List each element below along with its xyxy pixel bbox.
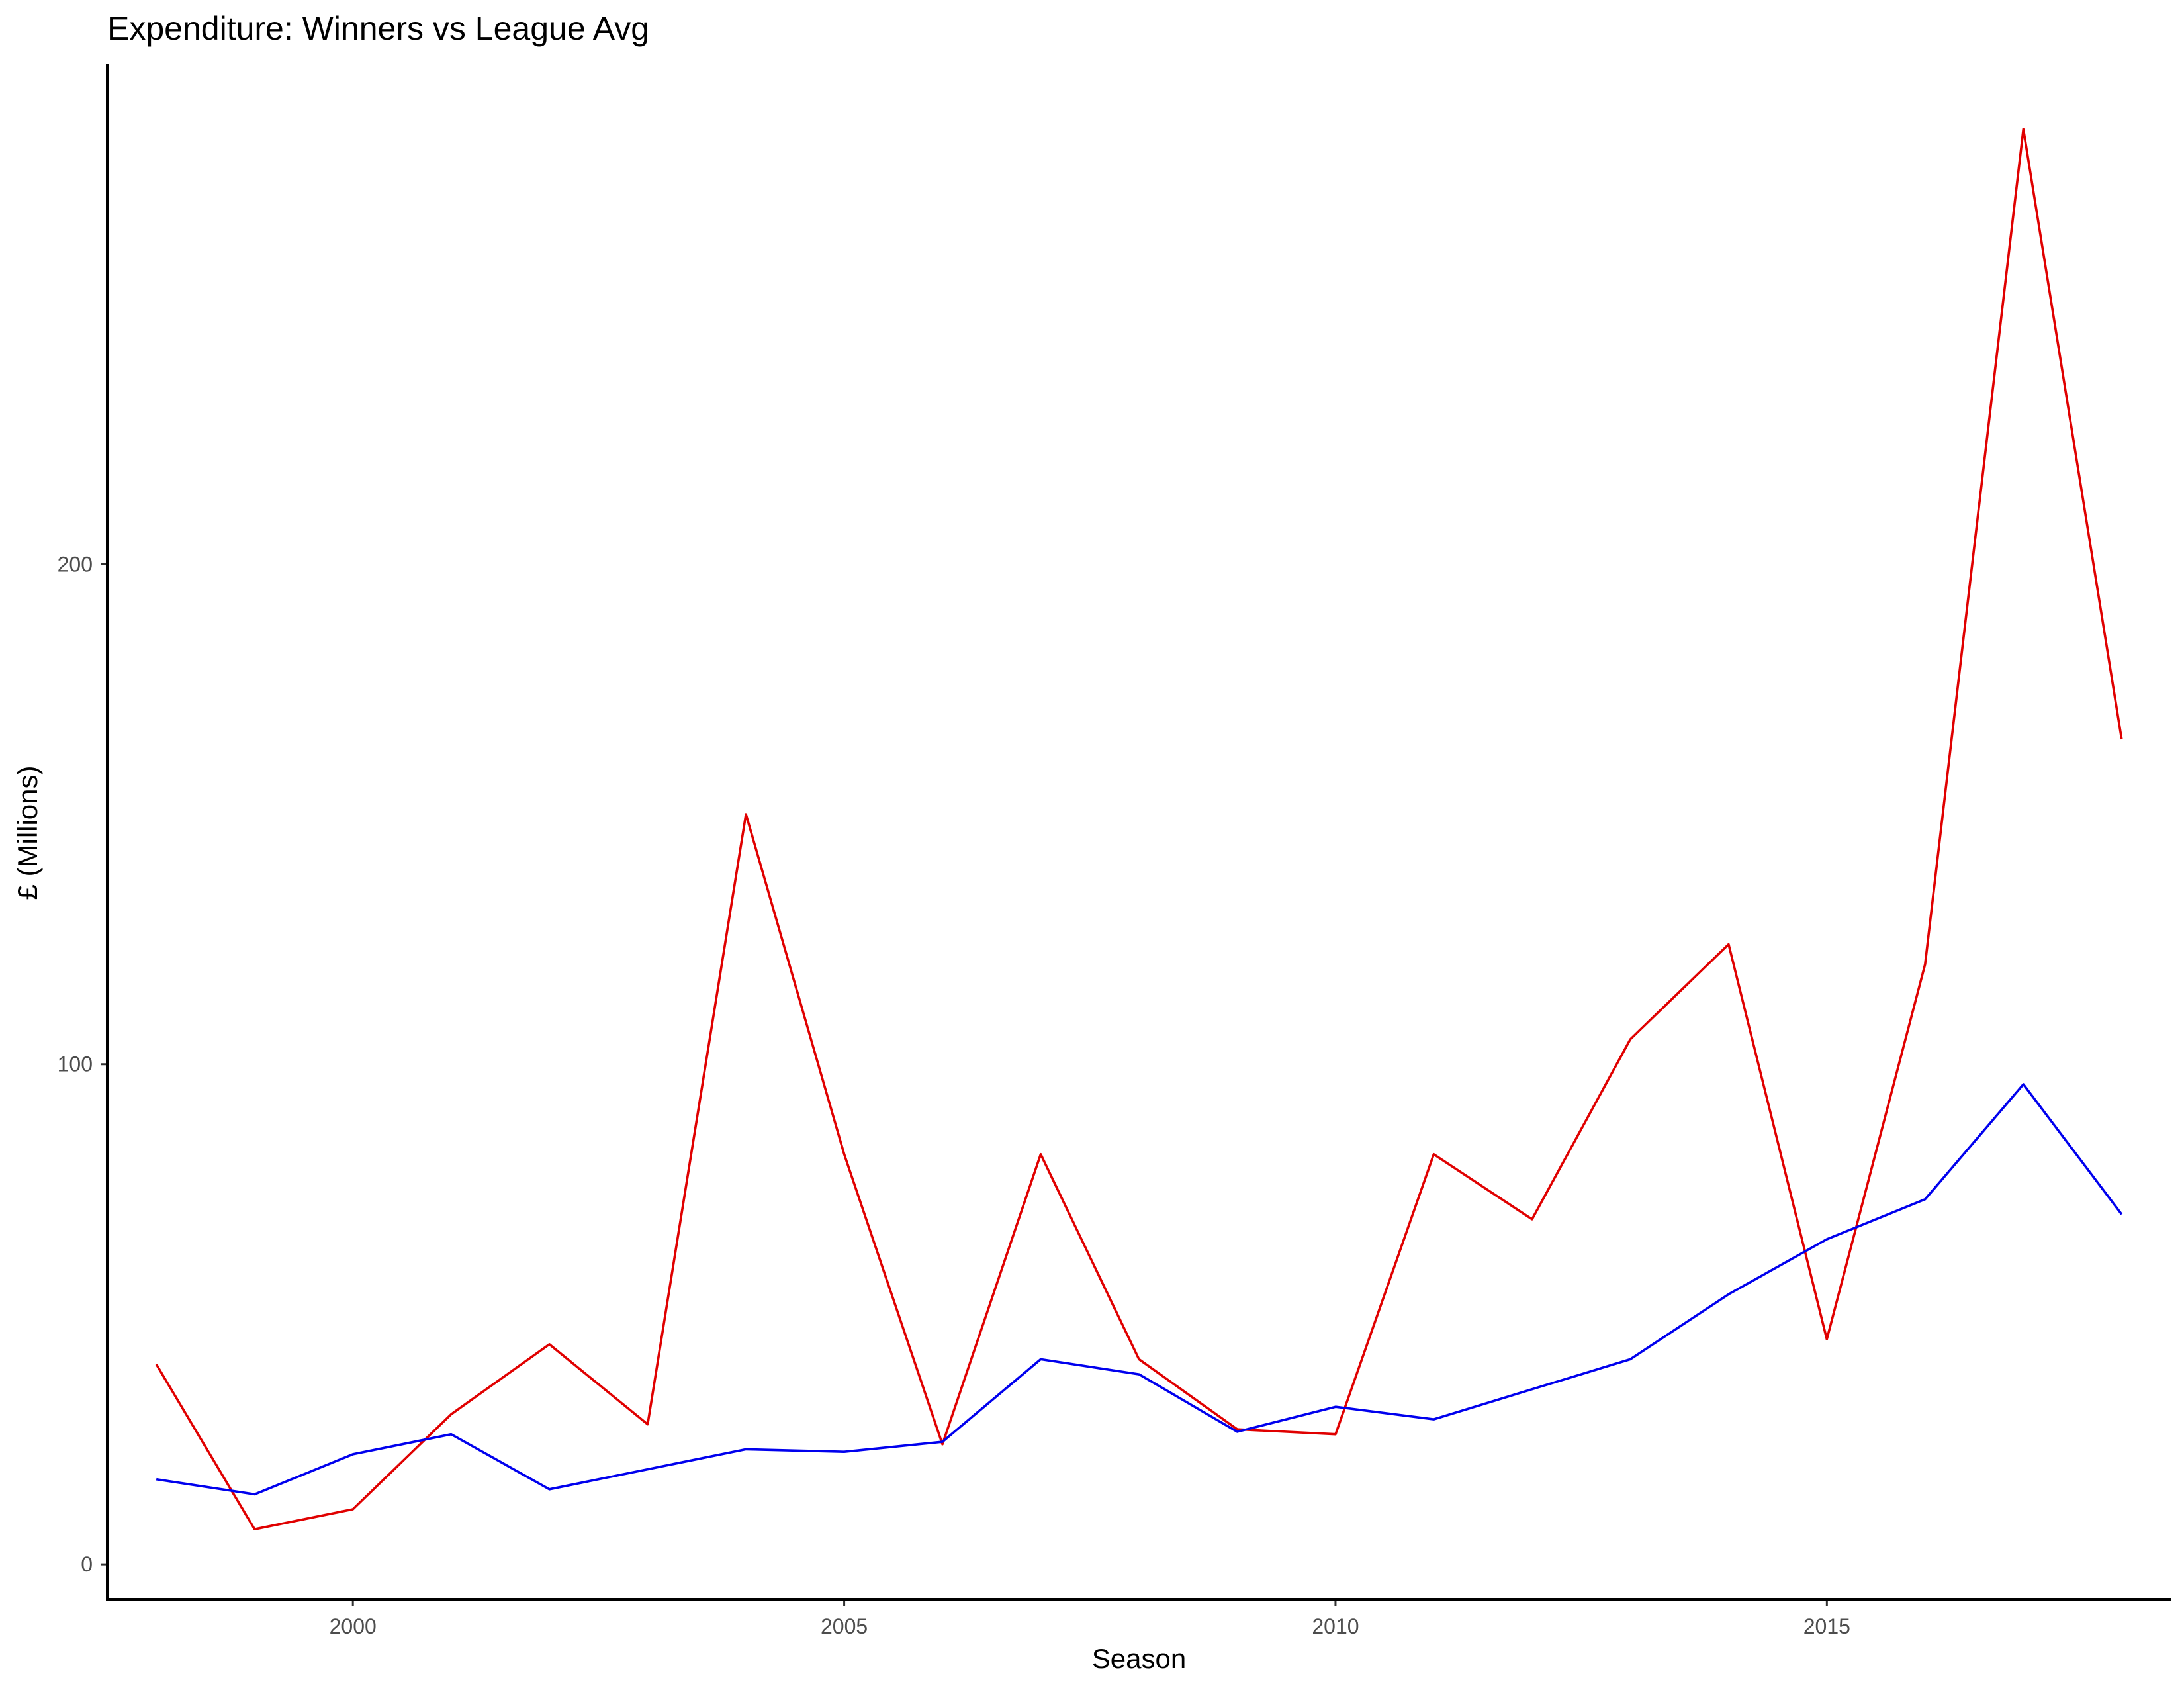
x-axis-ticks: 2000 2005 2010 2015 bbox=[330, 1599, 1850, 1638]
x-tick-label: 2015 bbox=[1803, 1615, 1850, 1638]
x-tick-label: 2010 bbox=[1312, 1615, 1359, 1638]
y-tick-label: 100 bbox=[58, 1053, 93, 1076]
series-line-2 bbox=[156, 1083, 2123, 1496]
y-axis-title: £ (Millions) bbox=[12, 765, 43, 900]
x-tick-label: 2005 bbox=[821, 1615, 868, 1638]
x-axis-title: Season bbox=[1092, 1643, 1186, 1674]
y-tick-label: 200 bbox=[58, 552, 93, 576]
series-line-1 bbox=[155, 128, 2123, 1530]
y-axis-ticks: 0 100 200 bbox=[58, 552, 107, 1576]
series-layer bbox=[155, 128, 2123, 1530]
x-tick-label: 2000 bbox=[330, 1615, 377, 1638]
y-tick-label: 0 bbox=[81, 1552, 93, 1576]
chart-title: Expenditure: Winners vs League Avg bbox=[107, 10, 649, 47]
